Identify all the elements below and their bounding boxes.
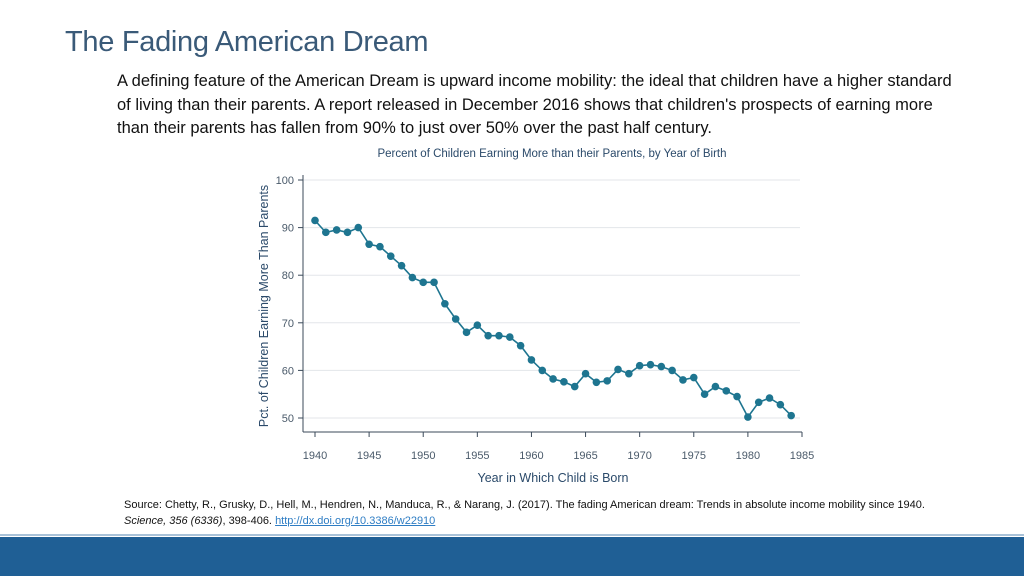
data-point	[722, 387, 731, 395]
x-tick-label: 1980	[736, 450, 760, 462]
y-tick-label: 70	[282, 318, 294, 330]
data-point	[516, 341, 525, 350]
data-point	[700, 390, 709, 399]
x-axis: 1940 1945 1950 1955 1960 1965 1970 1975 1980 1985	[303, 431, 814, 462]
data-point	[376, 242, 384, 251]
data-point	[592, 378, 601, 387]
source-journal: Science, 356 (6336)	[124, 515, 223, 527]
x-tick-label: 1965	[573, 450, 597, 462]
data-point	[635, 361, 644, 370]
x-tick-label: 1960	[519, 450, 543, 462]
x-tick-label: 1955	[465, 450, 489, 462]
data-point	[506, 333, 514, 341]
y-tick-label: 50	[282, 413, 294, 425]
data-point	[495, 331, 503, 340]
data-point	[538, 366, 547, 375]
data-point	[408, 273, 417, 282]
data-point	[386, 252, 395, 260]
data-point	[397, 261, 406, 270]
data-point	[646, 360, 655, 369]
data-point	[787, 411, 795, 420]
data-point	[603, 377, 611, 385]
data-point	[441, 299, 449, 308]
y-axis: 50 60 70 80 90 100	[276, 175, 304, 432]
y-tick-label: 90	[282, 223, 294, 235]
x-tick-label: 1950	[411, 450, 435, 462]
x-tick-label: 1985	[790, 450, 814, 462]
intro-paragraph: A defining feature of the American Dream…	[117, 72, 952, 137]
data-point	[711, 382, 720, 391]
data-point	[332, 226, 341, 234]
chart-title: Percent of Children Earning More than th…	[377, 148, 726, 160]
source-pages: , 398-406.	[222, 515, 272, 527]
data-point	[343, 228, 352, 237]
data-point	[560, 378, 568, 386]
data-point	[430, 278, 438, 287]
data-point	[419, 278, 428, 287]
grid-lines	[303, 179, 800, 419]
data-point	[365, 240, 373, 249]
data-point	[311, 216, 319, 225]
data-point	[451, 315, 460, 323]
slide-title: The Fading American Dream	[65, 26, 429, 58]
data-point	[689, 373, 698, 382]
x-axis-label: Year in Which Child is Born	[478, 471, 629, 485]
data-point	[570, 382, 579, 391]
source-text: Source: Chetty, R., Grusky, D., Hell, M.…	[124, 499, 925, 511]
data-point	[549, 375, 557, 383]
y-tick-label: 60	[282, 365, 294, 377]
footer-bar	[0, 537, 1024, 576]
source-citation: Source: Chetty, R., Grusky, D., Hell, M.…	[124, 497, 964, 529]
data-point	[733, 392, 741, 401]
y-axis-label: Pct. of Children Earning More Than Paren…	[257, 185, 271, 427]
footer-divider	[0, 534, 1024, 536]
x-tick-label: 1940	[303, 450, 327, 462]
data-point	[581, 369, 590, 378]
y-tick-label: 80	[282, 270, 294, 282]
data-point	[765, 394, 774, 402]
x-tick-label: 1945	[357, 450, 381, 462]
source-link[interactable]: http://dx.doi.org/10.3386/w22910	[275, 515, 436, 527]
data-point	[473, 321, 482, 329]
series-layer	[311, 216, 795, 421]
series-line	[314, 219, 792, 419]
data-point	[614, 365, 622, 374]
data-point	[354, 223, 363, 232]
data-point	[754, 398, 763, 407]
data-point	[679, 376, 687, 384]
data-point	[484, 331, 492, 340]
data-point	[744, 413, 752, 421]
y-tick-label: 100	[276, 175, 294, 187]
data-point	[668, 366, 676, 375]
x-tick-label: 1970	[627, 450, 651, 462]
data-point	[776, 400, 785, 409]
data-point	[322, 228, 330, 237]
x-tick-label: 1975	[682, 450, 706, 462]
data-point	[657, 362, 666, 371]
data-point	[625, 369, 633, 378]
data-point	[527, 356, 536, 364]
data-point	[462, 328, 471, 337]
